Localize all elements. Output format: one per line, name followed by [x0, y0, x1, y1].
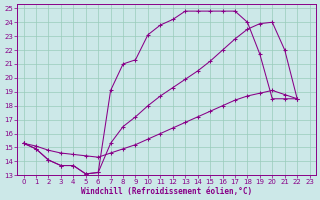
X-axis label: Windchill (Refroidissement éolien,°C): Windchill (Refroidissement éolien,°C)	[81, 187, 252, 196]
